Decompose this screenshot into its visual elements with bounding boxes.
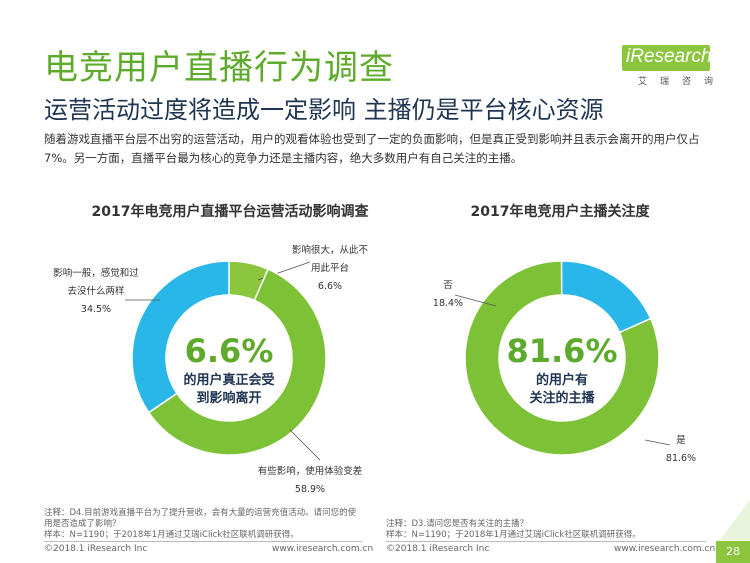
iresearch-logo — [622, 45, 710, 71]
footer-copyright-right: ©2018.1 iResearch Inc — [386, 544, 490, 554]
chart1-center-text: 到影响离开 — [196, 390, 261, 406]
footer-url-left: www.iresearch.com.cn — [272, 544, 374, 554]
chart2-slice-label-1: 否 — [443, 280, 453, 291]
logo-text: iResearch — [626, 46, 712, 67]
chart2-title: 2017年电竞用户主播关注度 — [470, 204, 650, 220]
chart2-slice-0 — [464, 260, 660, 456]
chart1-slice-value-1: 58.9% — [295, 484, 325, 495]
chart2-slice-1 — [560, 260, 652, 334]
chart2-center-value: 81.6% — [506, 332, 617, 370]
footer-divider-left — [44, 541, 362, 542]
chart1-slice-label-2: 去没什么两样 — [67, 285, 124, 297]
chart1-slice-value-2: 34.5% — [81, 304, 111, 315]
corner-decoration — [720, 500, 750, 540]
chart2-leader-line-0 — [644, 439, 671, 446]
page-number: 28 — [716, 541, 750, 563]
footer-copyright-left: ©2018.1 iResearch Inc — [44, 544, 148, 554]
chart2-center-text: 关注的主播 — [529, 390, 595, 406]
chart1-note: 注释：D4.目前游戏直播平台为了提升营收，会有大量的运营充值活动。请问您的使用是… — [44, 508, 357, 529]
chart1-slice-label-1: 有些影响，使用体验变差 — [258, 465, 363, 477]
page-subtitle: 运营活动过度将造成一定影响 主播仍是平台核心资源 — [44, 96, 604, 124]
chart2-center-text: 的用户有 — [536, 372, 588, 388]
chart1-slice-2 — [131, 260, 230, 414]
chart1-slice-label-2: 影响一般，感觉和过 — [53, 267, 139, 279]
intro-paragraph: 随着游戏直播平台层不出穷的运营活动，用户的观看体验也受到了一定的负面影响，但是真… — [44, 132, 700, 165]
chart1-slice-1 — [147, 268, 327, 456]
page-title: 电竞用户直播行为调查 — [44, 48, 394, 88]
chart1-leader-line-1 — [289, 429, 321, 461]
footer-url-right: www.iresearch.com.cn — [614, 544, 716, 554]
chart1-sample: 样本：N=1190；于2018年1月通过艾瑞iClick社区联机调研获得。 — [44, 530, 299, 540]
chart2-slice-value-1: 18.4% — [433, 298, 463, 309]
chart2-note: 注释：D3.请问您是否有关注的主播？ — [386, 519, 529, 529]
chart1-center-text: 的用户真正会受 — [183, 372, 274, 388]
footer-divider-right — [386, 541, 706, 542]
chart2-sample: 样本：N=1190；于2018年1月通过艾瑞iClick社区联机调研获得。 — [386, 530, 641, 540]
chart2-slice-value-0: 81.6% — [666, 453, 696, 464]
chart2-slice-label-0: 是 — [676, 435, 686, 446]
logo-cn-text: 艾瑞咨询 — [638, 77, 727, 87]
chart1-center-value: 6.6% — [185, 332, 274, 370]
chart1-title: 2017年电竞用户直播平台运营活动影响调查 — [91, 204, 369, 220]
chart1-slice-label-0: 用此平台 — [311, 262, 349, 274]
chart2-leader-line-1 — [454, 294, 497, 307]
chart1-slice-label-0: 影响很大，从此不 — [292, 244, 369, 256]
chart1-slice-value-0: 6.6% — [318, 281, 342, 292]
